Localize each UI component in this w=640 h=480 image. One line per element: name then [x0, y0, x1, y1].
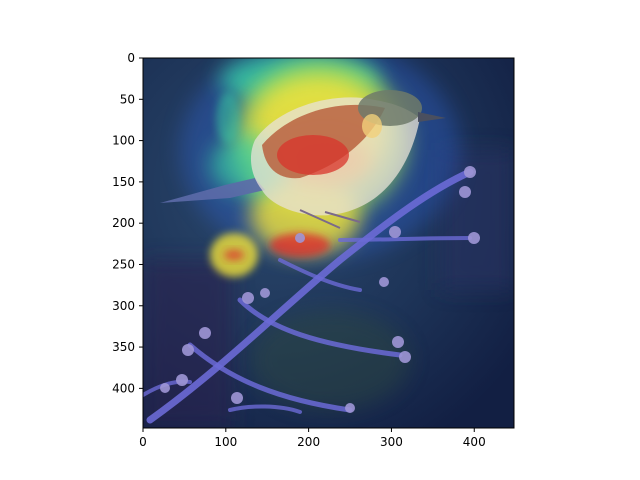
heatmap-image [143, 58, 514, 428]
x-tick-label: 400 [463, 435, 486, 449]
axes-frame [142, 57, 515, 429]
y-tick-label: 200 [112, 216, 135, 230]
y-tick-label: 150 [112, 175, 135, 189]
y-tick-label: 50 [120, 92, 135, 106]
y-tick-label: 0 [127, 51, 135, 65]
x-tick-label: 100 [214, 435, 237, 449]
y-tick-label: 100 [112, 134, 135, 148]
x-tick-label: 300 [380, 435, 403, 449]
y-axis: 0 50 100 150 200 250 300 350 400 [112, 51, 143, 395]
y-tick-label: 300 [112, 299, 135, 313]
bird [160, 90, 446, 229]
x-axis: 0 100 200 300 400 [139, 428, 486, 449]
y-tick-label: 400 [112, 381, 135, 395]
x-tick-label: 200 [297, 435, 320, 449]
branch-buds [160, 166, 480, 413]
y-tick-label: 350 [112, 340, 135, 354]
x-tick-label: 0 [139, 435, 147, 449]
y-tick-label: 250 [112, 257, 135, 271]
